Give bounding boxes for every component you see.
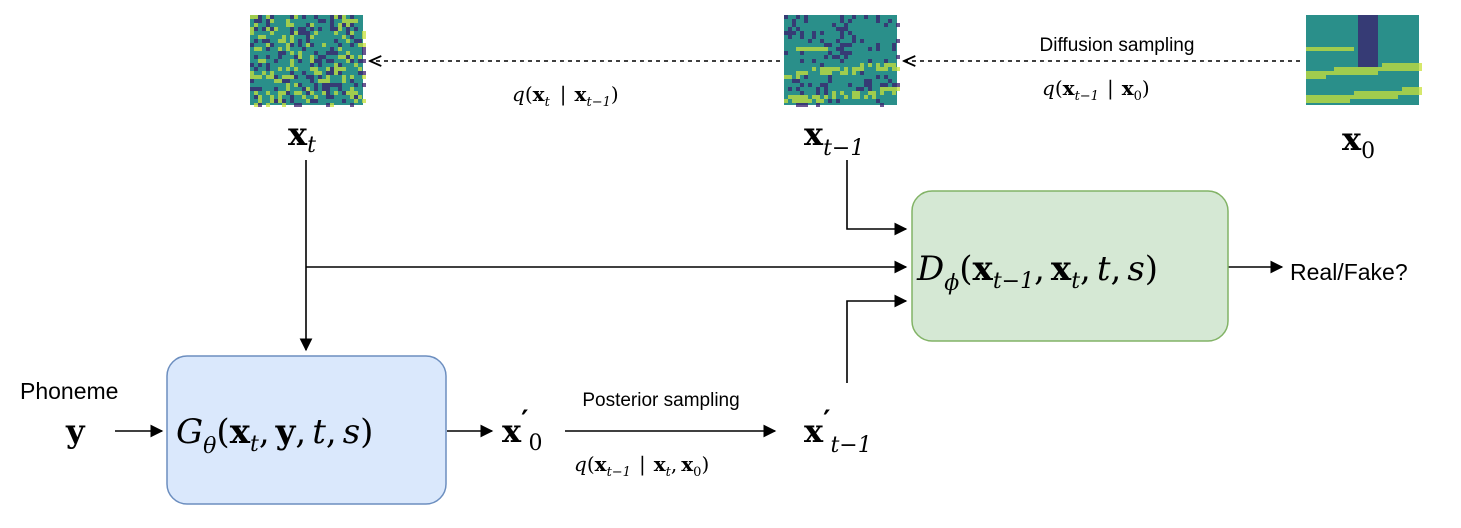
arrow-xt1-to-discriminator [846,160,908,236]
label-x-prime-0: x′0 [502,404,542,456]
real-fake-label: Real/Fake? [1290,259,1408,285]
phoneme-y-symbol: y [65,412,86,450]
label-x-prime-t-minus-1: x′t−1 [804,404,872,458]
discriminator-label: Dϕ(xt−1, xt, t, s) [916,249,1158,296]
label-x-0: x0 [1342,120,1375,164]
spectrogram-x-t [250,15,366,107]
diffusion-sampling-label: Diffusion sampling [1040,35,1195,56]
q-xt1-given-x0: q(xt−1 | x0) [1042,76,1150,104]
spectrogram-x-t-minus-1 [784,15,900,107]
generator-box [166,355,447,505]
q-xt-given-xt1: q(xt | xt−1) [512,82,619,110]
arrow-xprime-to-discriminator [846,294,908,383]
spectrogram-x-0 [1306,15,1422,105]
label-x-t: xt [288,115,316,158]
phoneme-label: Phoneme [20,378,118,404]
q-posterior: q(xt−1 | xt, x0) [574,452,709,480]
label-x-t-minus-1: xt−1 [804,115,864,161]
posterior-sampling-label: Posterior sampling [582,390,739,411]
discriminator-box [911,190,1229,342]
generator-label: Gθ(xt, y, t, s) [176,412,373,459]
